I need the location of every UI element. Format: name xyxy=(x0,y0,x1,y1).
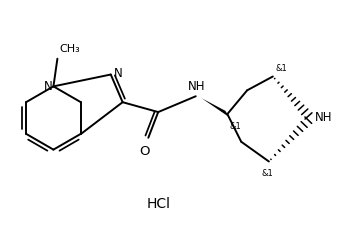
Text: O: O xyxy=(139,145,150,158)
Text: &1: &1 xyxy=(261,169,273,178)
Text: N: N xyxy=(114,67,122,80)
Text: N: N xyxy=(44,80,52,93)
Text: CH₃: CH₃ xyxy=(59,44,80,54)
Polygon shape xyxy=(202,98,229,117)
Text: NH: NH xyxy=(188,80,206,93)
Text: NH: NH xyxy=(315,111,333,125)
Text: &1: &1 xyxy=(276,63,288,72)
Text: HCl: HCl xyxy=(146,197,170,211)
Text: &1: &1 xyxy=(229,122,241,131)
